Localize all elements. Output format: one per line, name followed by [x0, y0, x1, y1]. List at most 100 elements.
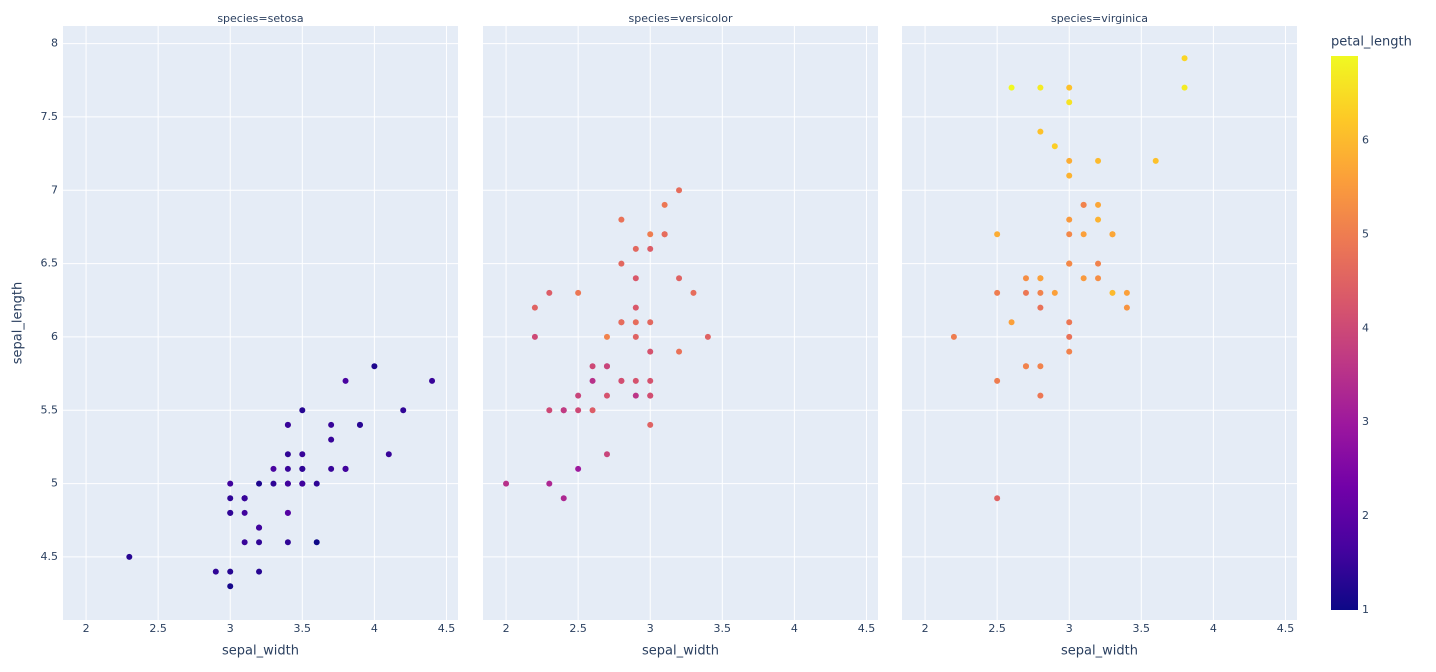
x-tick-label: 2: [922, 622, 929, 635]
point: [256, 480, 263, 487]
point: [1066, 99, 1073, 106]
point: [618, 319, 625, 326]
point: [661, 231, 668, 238]
point: [575, 465, 582, 472]
point: [632, 275, 639, 282]
x-tick-label: 3: [227, 622, 234, 635]
x-tick-label: 2.5: [149, 622, 167, 635]
point: [342, 465, 349, 472]
point: [603, 451, 610, 458]
point: [256, 524, 263, 531]
point: [994, 495, 1001, 502]
point: [1066, 84, 1073, 91]
y-axis-title: sepal_length: [11, 282, 26, 365]
point: [632, 245, 639, 252]
x-tick-label: 3.5: [1133, 622, 1151, 635]
colorbar-tick-label: 4: [1362, 321, 1369, 334]
point: [632, 333, 639, 340]
point: [1022, 275, 1029, 282]
point: [503, 480, 510, 487]
point: [589, 407, 596, 414]
point: [1109, 289, 1116, 296]
point: [284, 509, 291, 516]
point: [1080, 275, 1087, 282]
point: [1095, 157, 1102, 164]
x-tick-label: 4.5: [438, 622, 456, 635]
point: [647, 377, 654, 384]
point: [1095, 275, 1102, 282]
point: [299, 465, 306, 472]
point: [256, 539, 263, 546]
x-tick-label: 2: [83, 622, 90, 635]
point: [1066, 260, 1073, 267]
x-tick-label: 2.5: [988, 622, 1006, 635]
x-tick-label: 4: [1210, 622, 1217, 635]
x-tick-label: 3: [1066, 622, 1073, 635]
point: [632, 377, 639, 384]
point: [1066, 231, 1073, 238]
point: [400, 407, 407, 414]
x-tick-label: 4.5: [1277, 622, 1295, 635]
point: [1066, 172, 1073, 179]
point: [313, 480, 320, 487]
point: [328, 421, 335, 428]
plot-background: [483, 26, 878, 620]
point: [1066, 157, 1073, 164]
point: [1022, 289, 1029, 296]
point: [1066, 333, 1073, 340]
x-tick-label: 4: [791, 622, 798, 635]
point: [647, 392, 654, 399]
point: [647, 348, 654, 355]
point: [1181, 84, 1188, 91]
point: [328, 465, 335, 472]
point: [994, 377, 1001, 384]
point: [1123, 304, 1130, 311]
point: [994, 289, 1001, 296]
point: [385, 451, 392, 458]
point: [1123, 289, 1130, 296]
point: [1037, 304, 1044, 311]
point: [603, 333, 610, 340]
x-tick-label: 4.5: [858, 622, 876, 635]
point: [1051, 143, 1058, 150]
point: [284, 480, 291, 487]
colorbar-tick-label: 3: [1362, 415, 1369, 428]
point: [618, 377, 625, 384]
y-tick-label: 7: [51, 183, 58, 196]
point: [1095, 260, 1102, 267]
point: [429, 377, 436, 384]
point: [575, 392, 582, 399]
point: [299, 407, 306, 414]
point: [1066, 319, 1073, 326]
point: [661, 201, 668, 208]
point: [1037, 128, 1044, 135]
colorbar: [1331, 56, 1358, 610]
point: [647, 421, 654, 428]
y-tick-label: 4.5: [41, 550, 59, 563]
point: [227, 568, 234, 575]
y-tick-label: 5: [51, 477, 58, 490]
point: [1109, 231, 1116, 238]
point: [1037, 275, 1044, 282]
point: [284, 451, 291, 458]
point: [1095, 216, 1102, 223]
y-tick-label: 6.5: [41, 257, 59, 270]
point: [1080, 201, 1087, 208]
point: [212, 568, 219, 575]
point: [227, 509, 234, 516]
point: [603, 392, 610, 399]
point: [1152, 157, 1159, 164]
plot-background: [902, 26, 1297, 620]
point: [618, 260, 625, 267]
point: [1022, 363, 1029, 370]
point: [241, 509, 248, 516]
point: [589, 377, 596, 384]
x-tick-label: 3.5: [294, 622, 312, 635]
point: [313, 539, 320, 546]
colorbar-tick-label: 2: [1362, 509, 1369, 522]
point: [690, 289, 697, 296]
point: [1008, 319, 1015, 326]
point: [994, 231, 1001, 238]
